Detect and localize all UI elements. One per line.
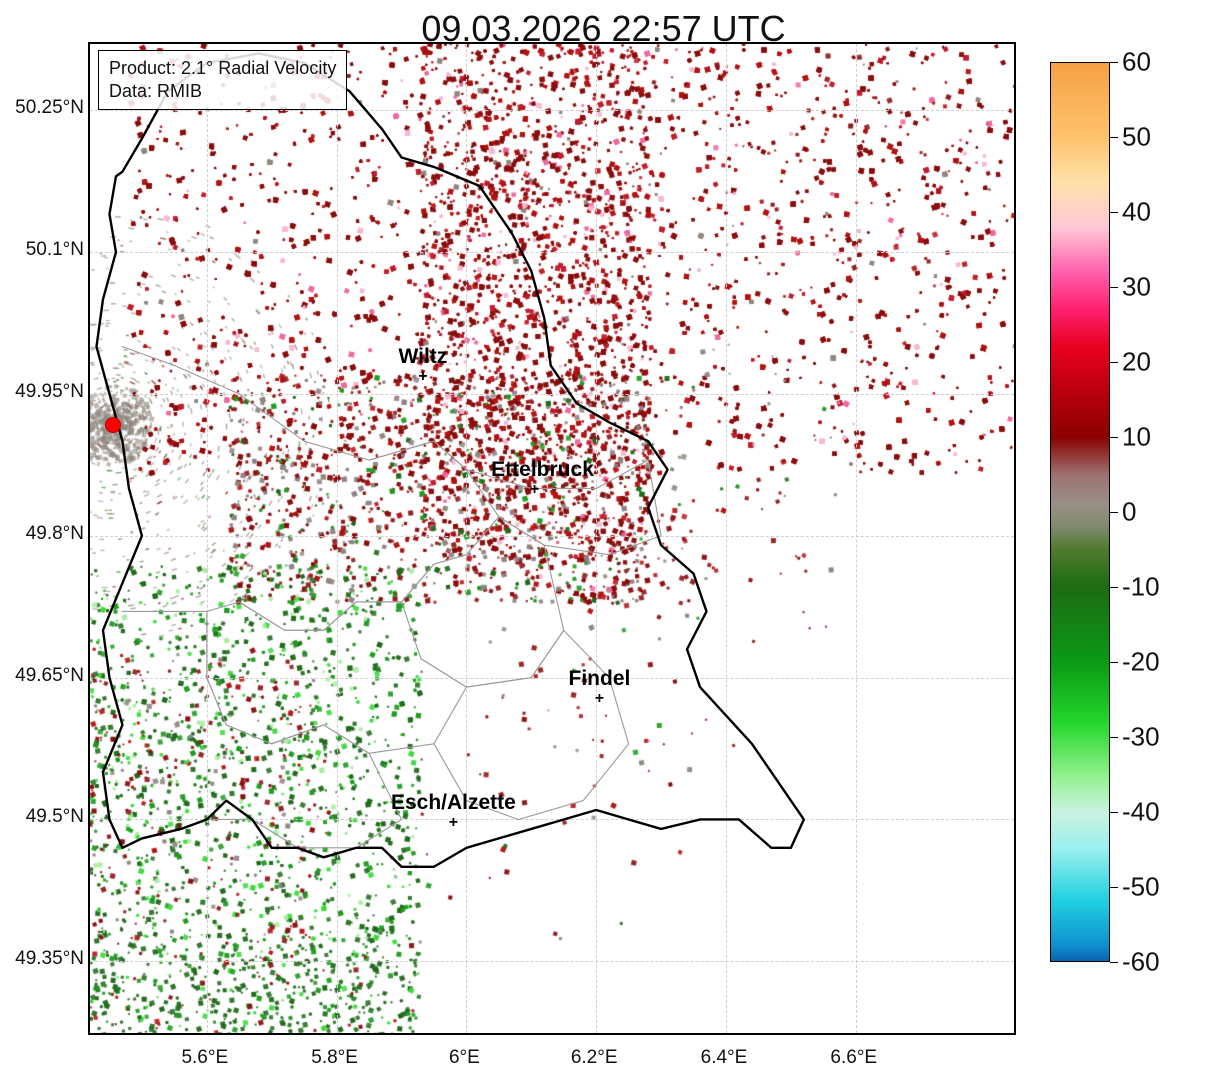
- legend-line-data: Data: RMIB: [109, 80, 336, 103]
- colorbar-tick-label: -60: [1122, 947, 1160, 978]
- colorbar-tick-label: -10: [1122, 572, 1160, 603]
- product-info-box: Product: 2.1° Radial Velocity Data: RMIB: [98, 50, 347, 110]
- colorbar-tick: [1110, 887, 1118, 888]
- colorbar-tick-label: -20: [1122, 647, 1160, 678]
- colorbar-tick-label: 10: [1122, 422, 1151, 453]
- x-tick-label: 6.2°E: [571, 1047, 618, 1069]
- radar-app: 09.03.2026 22:57 UTC Wiltz + Ettelbruck + Fi…: [0, 0, 1207, 1081]
- colorbar-tick: [1110, 287, 1118, 288]
- city-marker-ettelbruck: +: [530, 481, 539, 499]
- city-marker-esch-alzette: +: [449, 814, 458, 832]
- city-marker-findel: +: [595, 690, 604, 708]
- y-tick-label: 49.65°N: [0, 665, 84, 687]
- x-tick-label: 5.6°E: [181, 1047, 228, 1069]
- colorbar-tick-label: 20: [1122, 347, 1151, 378]
- colorbar-tick: [1110, 962, 1118, 963]
- map-borders-svg: [90, 44, 1016, 1035]
- y-tick-label: 50.25°N: [0, 97, 84, 119]
- radar-center-marker: [105, 417, 121, 433]
- colorbar-tick: [1110, 362, 1118, 363]
- y-tick-label: 49.8°N: [0, 523, 84, 545]
- y-tick-label: 50.1°N: [0, 239, 84, 261]
- y-tick-label: 49.95°N: [0, 381, 84, 403]
- city-label-findel: Findel: [569, 667, 631, 691]
- city-label-wiltz: Wiltz: [399, 345, 448, 369]
- colorbar-tick-label: -40: [1122, 797, 1160, 828]
- y-tick-label: 49.5°N: [0, 806, 84, 828]
- colorbar-gradient: [1050, 62, 1110, 962]
- colorbar-tick: [1110, 587, 1118, 588]
- colorbar-tick-label: 60: [1122, 47, 1151, 78]
- colorbar-tick: [1110, 512, 1118, 513]
- colorbar-tick: [1110, 137, 1118, 138]
- colorbar-tick: [1110, 437, 1118, 438]
- colorbar-tick-label: 0: [1122, 497, 1136, 528]
- x-tick-label: 6.4°E: [701, 1047, 748, 1069]
- colorbar-tick: [1110, 812, 1118, 813]
- colorbar-tick-label: 50: [1122, 122, 1151, 153]
- city-label-ettelbruck: Ettelbruck: [491, 458, 594, 482]
- legend-line-product: Product: 2.1° Radial Velocity: [109, 57, 336, 80]
- colorbar-tick: [1110, 737, 1118, 738]
- x-tick-label: 6.6°E: [830, 1047, 877, 1069]
- x-tick-label: 5.8°E: [311, 1047, 358, 1069]
- y-tick-label: 49.35°N: [0, 948, 84, 970]
- x-tick-label: 6°E: [449, 1047, 480, 1069]
- map-plot-area: Wiltz + Ettelbruck + Findel + Esch/Alzette + Pr…: [88, 42, 1016, 1035]
- city-marker-wiltz: +: [418, 368, 427, 386]
- city-label-esch-alzette: Esch/Alzette: [391, 791, 516, 815]
- colorbar-tick: [1110, 212, 1118, 213]
- colorbar-tick-label: 30: [1122, 272, 1151, 303]
- colorbar-tick-label: 40: [1122, 197, 1151, 228]
- colorbar-tick: [1110, 662, 1118, 663]
- colorbar-tick-label: -50: [1122, 872, 1160, 903]
- colorbar-tick-label: -30: [1122, 722, 1160, 753]
- colorbar-tick: [1110, 62, 1118, 63]
